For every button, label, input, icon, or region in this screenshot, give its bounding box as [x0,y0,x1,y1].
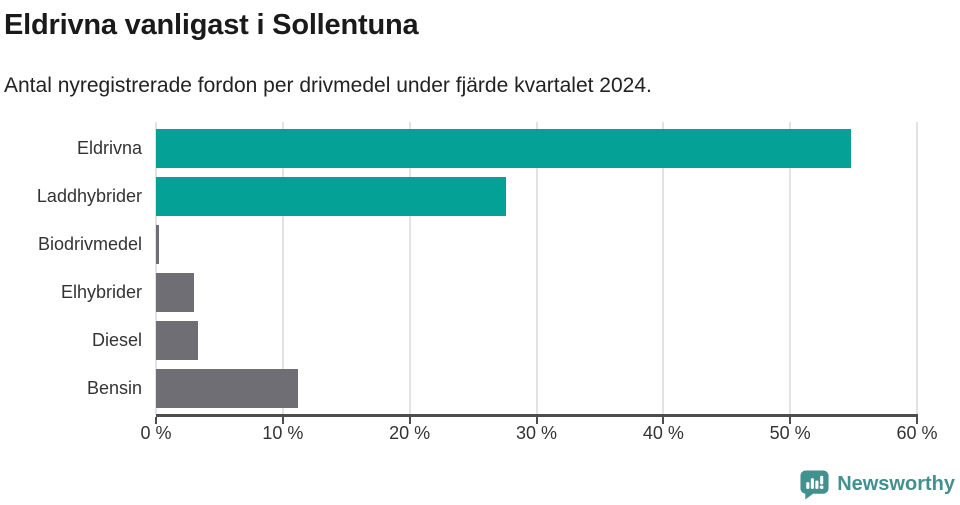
chart-title: Eldrivna vanligast i Sollentuna [4,9,419,41]
category-label: Elhybrider [60,282,142,302]
gridline [916,122,918,415]
gridline [281,122,284,415]
bar [156,129,852,168]
bar [156,177,507,216]
category-label: Eldrivna [76,138,142,158]
brand-footer: Newsworthy [799,469,955,500]
gridline [155,122,157,415]
category-label: Diesel [91,330,142,350]
bar [156,225,159,264]
x-tick [916,417,918,424]
x-tick-label: 20 % [389,423,431,443]
bar [156,369,299,408]
x-tick [662,417,665,424]
x-tick-label: 10 % [262,423,304,443]
gridline [408,122,411,415]
x-tick [155,417,157,424]
bar [156,321,198,360]
x-tick-label: 30 % [515,423,558,443]
gridline [535,122,538,415]
brand-name: Newsworthy [837,473,955,495]
x-axis-line [156,414,918,417]
chart-subtitle: Antal nyregistrerade fordon per drivmede… [4,74,652,97]
x-tick-label: 50 % [769,423,811,443]
bar [156,273,195,312]
x-tick [789,417,792,424]
x-tick [535,417,538,424]
plot-area [155,122,918,415]
gridline [789,122,792,415]
category-label: Biodrivmedel [37,234,142,254]
x-tick-label: 40 % [642,423,684,443]
x-tick [408,417,411,424]
category-label: Laddhybrider [36,186,142,206]
newsworthy-logo-icon [800,470,829,500]
x-tick-label: 0 % [140,423,172,443]
category-label: Bensin [86,378,142,398]
x-tick-label: 60 % [896,423,938,443]
x-tick [281,417,284,424]
gridline [662,122,665,415]
